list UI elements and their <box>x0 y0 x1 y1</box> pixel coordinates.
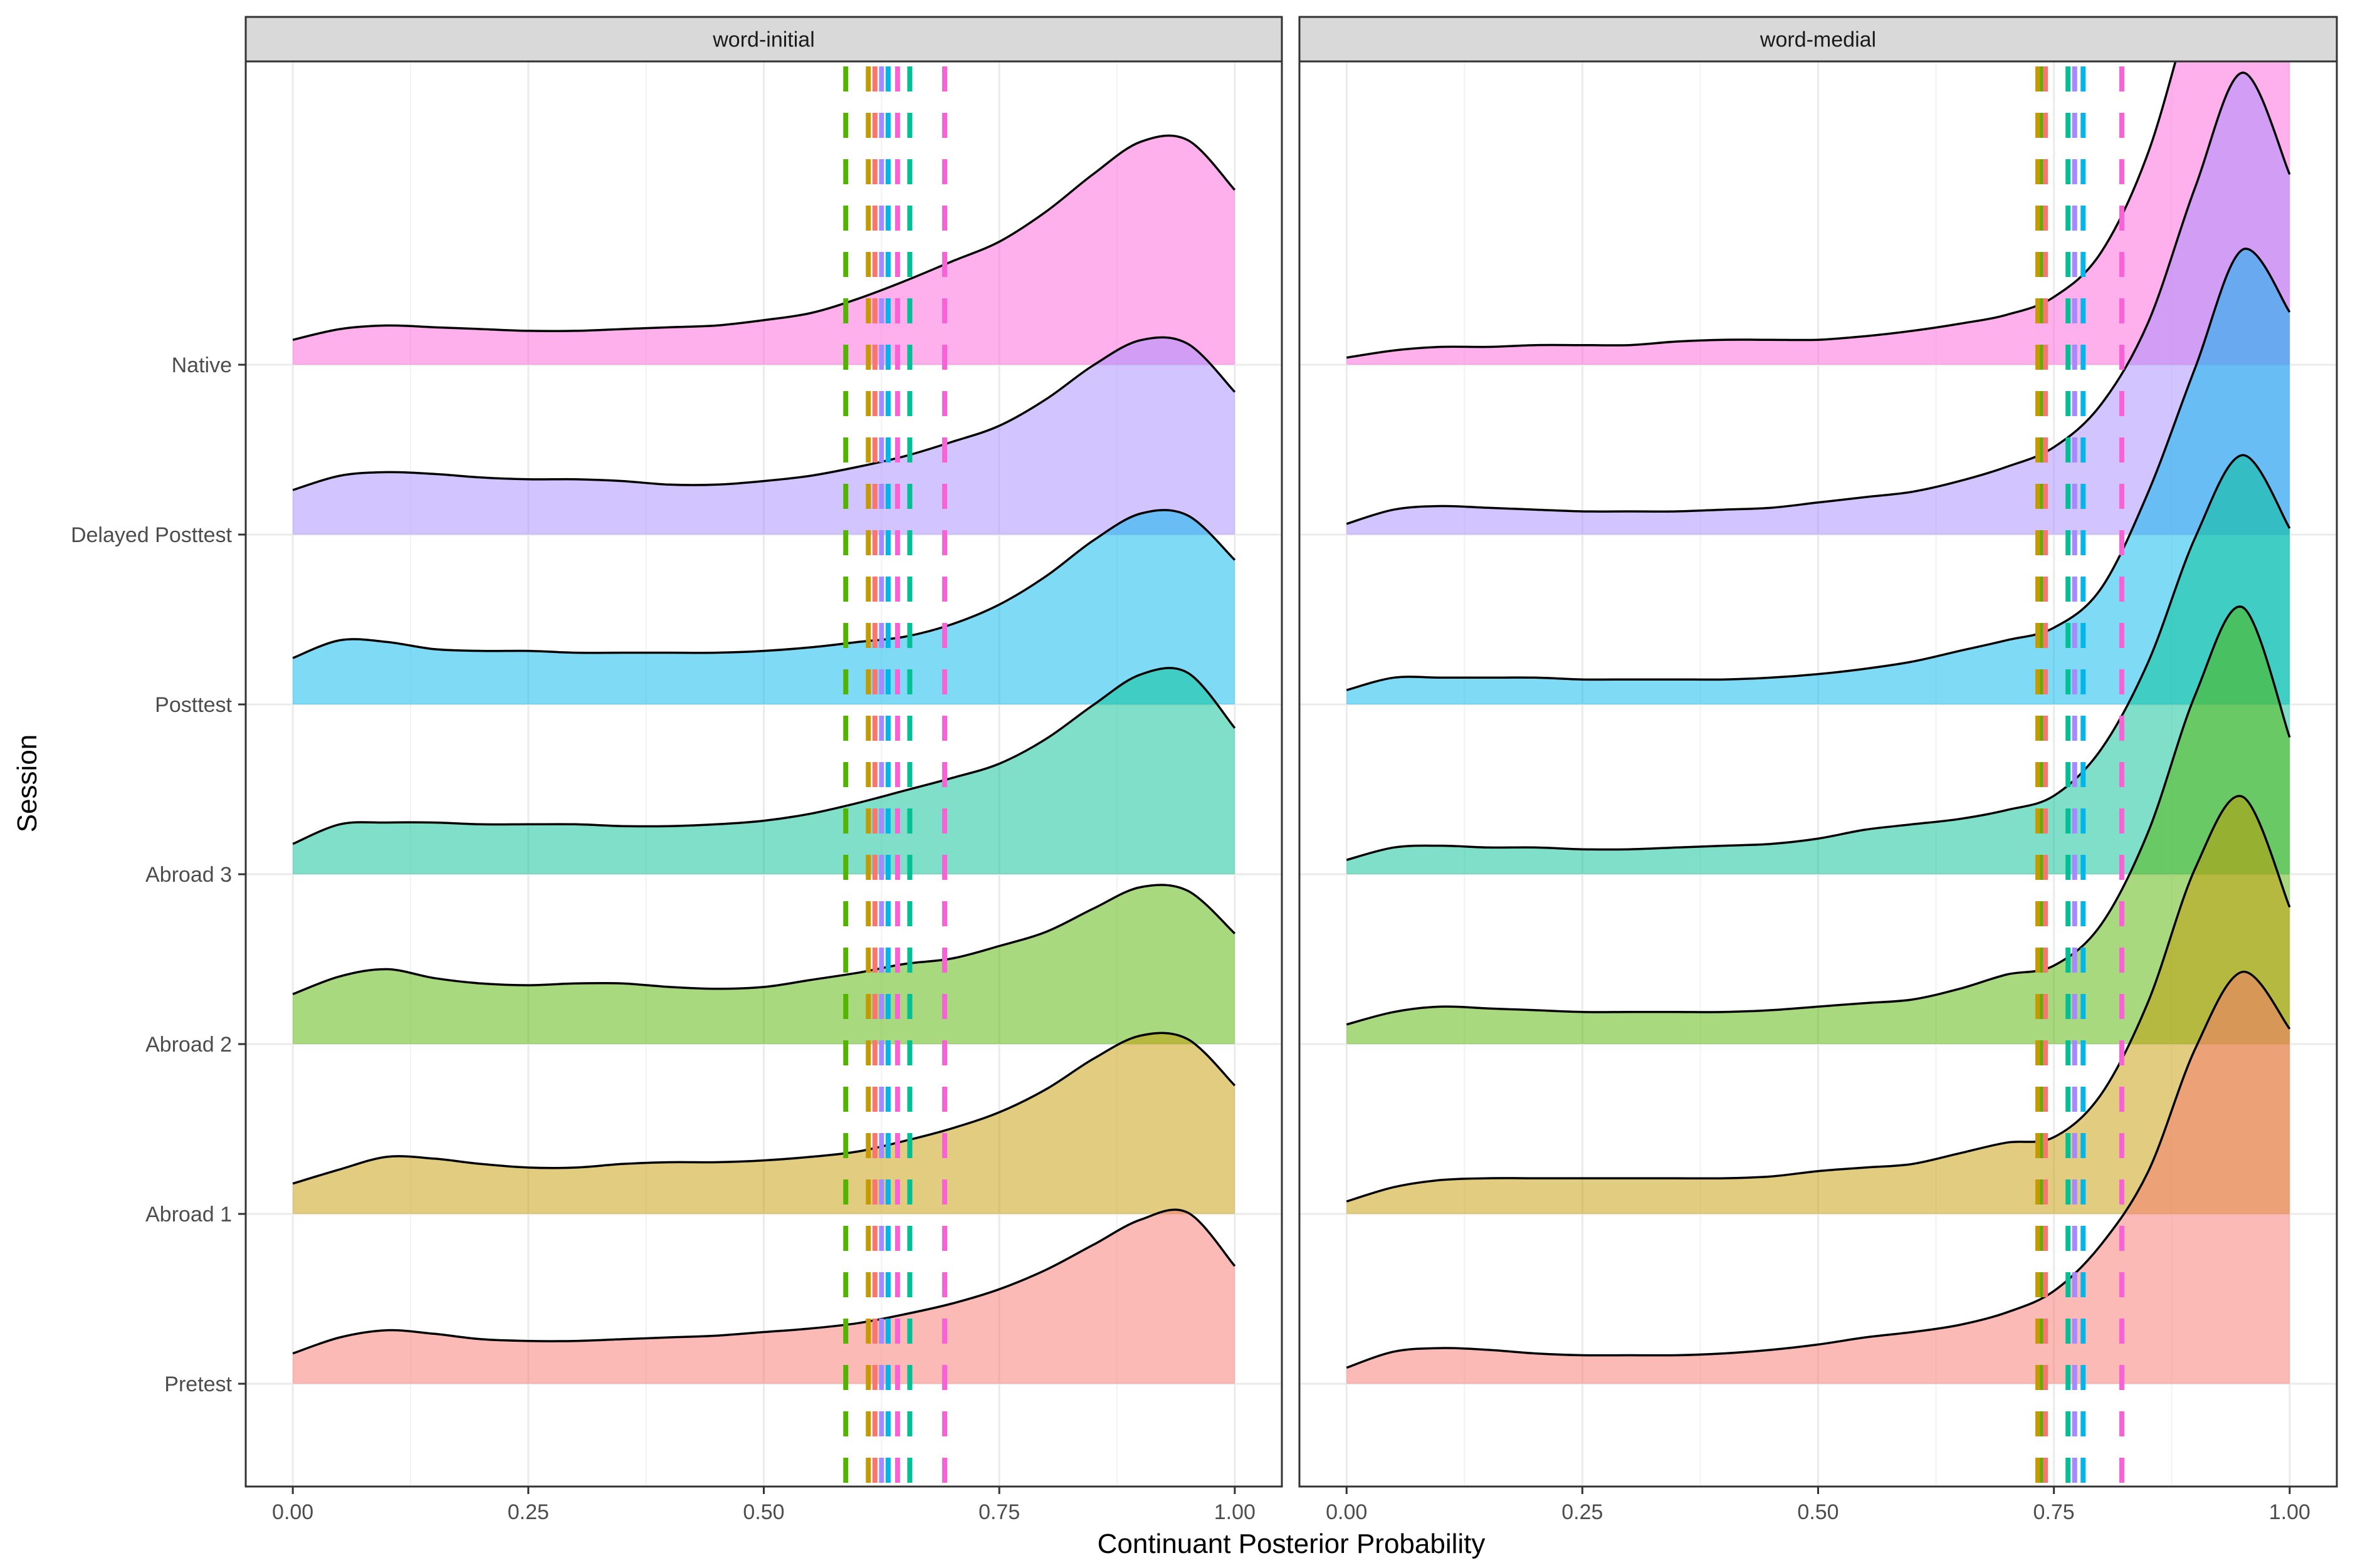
ridge-line-pretest <box>1346 970 2291 1369</box>
x-axis: 0.00 0.25 0.50 0.75 1.00 0.00 0.25 0.50 0.75 1.00 <box>272 1487 2310 1524</box>
ridge-line-abroad-1 <box>292 1032 1236 1185</box>
panel-word-initial: word-initial <box>244 16 1283 1488</box>
y-tick-label-pretest: Pretest <box>164 1372 232 1396</box>
ridge-area-native <box>293 135 1235 365</box>
ridge-area-abroad-3 <box>293 667 1235 874</box>
ridge-area-abroad-2 <box>293 884 1235 1044</box>
x-tick-label: 0.50 <box>743 1500 784 1524</box>
panels-layer: word-initial word-medial <box>244 16 2338 1488</box>
ridge-line-abroad-2 <box>1346 605 2291 1026</box>
ridge-line-abroad-3 <box>1346 454 2291 861</box>
y-axis-title: Session <box>12 734 43 833</box>
ridge-line-abroad-3 <box>292 667 1236 845</box>
ridge-area-posttest <box>293 510 1235 704</box>
y-axis: Pretest Abroad 1 Abroad 2 Abroad 3 Posttest D… <box>71 353 246 1396</box>
x-tick-label: 0.25 <box>508 1500 549 1524</box>
ridge-area-delayed-posttest <box>293 337 1235 535</box>
strip-background <box>244 16 1283 63</box>
ridges <box>292 134 1236 1384</box>
x-tick-label: 0.25 <box>1561 1500 1603 1524</box>
x-tick-label: 1.00 <box>2269 1500 2310 1524</box>
ridge-line-pretest <box>292 1208 1236 1355</box>
ridge-area-pretest <box>293 1210 1235 1384</box>
panel-word-medial: word-medial <box>1298 16 2338 1488</box>
x-axis-title: Continuant Posterior Probability <box>1098 1529 1486 1559</box>
y-tick-label-abroad-3: Abroad 3 <box>145 863 232 887</box>
y-tick-label-posttest: Posttest <box>155 693 232 717</box>
mean-lines <box>843 66 948 1487</box>
ridge-area-abroad-1 <box>293 1033 1235 1214</box>
y-tick-label-abroad-1: Abroad 1 <box>145 1203 232 1226</box>
ridge-line-abroad-2 <box>292 884 1236 995</box>
y-tick-label-native: Native <box>172 353 232 377</box>
ridge-line-abroad-1 <box>1346 795 2291 1203</box>
strip-label: word-initial <box>712 28 815 52</box>
x-tick-label: 0.00 <box>272 1500 313 1524</box>
ridge-line-native <box>292 134 1236 341</box>
x-tick-label: 1.00 <box>1214 1500 1256 1524</box>
ridge-line-posttest <box>1346 248 2291 691</box>
strip-label: word-medial <box>1760 28 1876 52</box>
mean-lines <box>2035 66 2124 1487</box>
x-tick-label: 0.00 <box>1326 1500 1367 1524</box>
y-tick-label-delayed-posttest: Delayed Posttest <box>71 523 233 547</box>
ridge-area-pretest <box>1346 971 2290 1384</box>
ridges <box>1346 61 2291 1384</box>
ridge-line-delayed-posttest <box>1346 71 2291 525</box>
x-tick-label: 0.50 <box>1797 1500 1838 1524</box>
ridge-line-delayed-posttest <box>292 336 1236 491</box>
x-tick-label: 0.75 <box>2033 1500 2075 1524</box>
x-tick-label: 0.75 <box>978 1500 1020 1524</box>
y-tick-label-abroad-2: Abroad 2 <box>145 1033 232 1057</box>
strip-background <box>1298 16 2338 63</box>
ridge-line-posttest <box>292 509 1236 659</box>
